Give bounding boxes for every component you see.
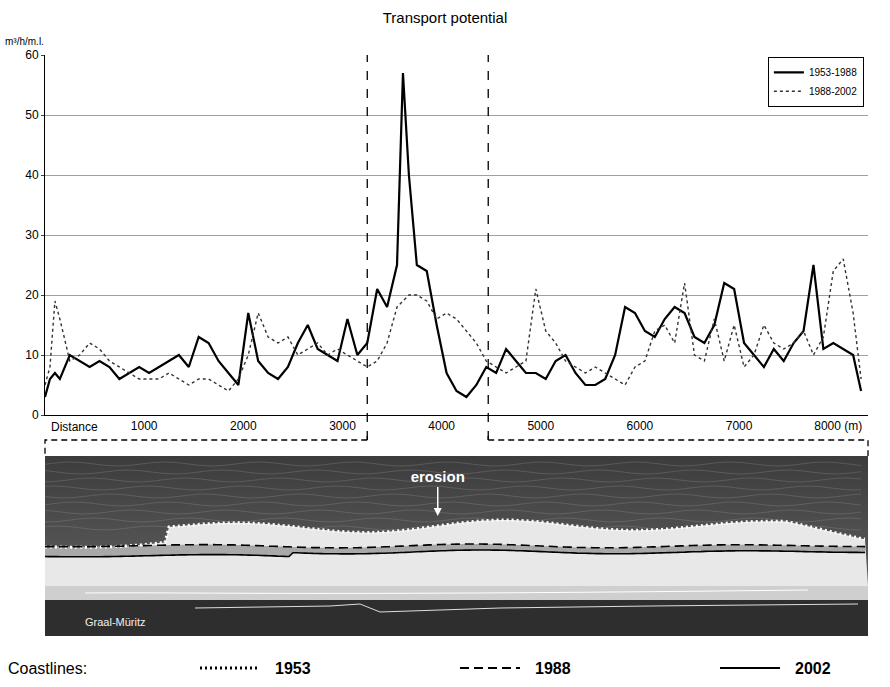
svg-text:1953-1988: 1953-1988 bbox=[809, 67, 857, 78]
svg-text:m³/h/m.l.: m³/h/m.l. bbox=[5, 36, 44, 47]
svg-text:1953: 1953 bbox=[275, 660, 311, 677]
svg-text:5000: 5000 bbox=[527, 419, 554, 433]
svg-text:Graal-Müritz: Graal-Müritz bbox=[85, 616, 146, 628]
svg-text:erosion: erosion bbox=[411, 468, 465, 485]
svg-text:8000 (m): 8000 (m) bbox=[814, 419, 862, 433]
svg-text:1988-2002: 1988-2002 bbox=[809, 86, 857, 97]
svg-text:40: 40 bbox=[25, 168, 39, 182]
svg-text:1000: 1000 bbox=[131, 419, 158, 433]
svg-text:0: 0 bbox=[32, 408, 39, 422]
svg-text:10: 10 bbox=[25, 348, 39, 362]
svg-text:20: 20 bbox=[25, 288, 39, 302]
svg-text:2000: 2000 bbox=[230, 419, 257, 433]
svg-text:2002: 2002 bbox=[795, 660, 831, 677]
svg-text:Distance: Distance bbox=[51, 420, 98, 434]
svg-text:7000: 7000 bbox=[726, 419, 753, 433]
svg-text:6000: 6000 bbox=[627, 419, 654, 433]
svg-text:3000: 3000 bbox=[329, 419, 356, 433]
svg-text:4000: 4000 bbox=[428, 419, 455, 433]
svg-text:Transport potential: Transport potential bbox=[383, 9, 508, 26]
svg-text:Coastlines:: Coastlines: bbox=[8, 660, 87, 677]
svg-text:30: 30 bbox=[25, 228, 39, 242]
svg-text:1988: 1988 bbox=[535, 660, 571, 677]
svg-text:50: 50 bbox=[25, 108, 39, 122]
svg-text:60: 60 bbox=[25, 48, 39, 62]
